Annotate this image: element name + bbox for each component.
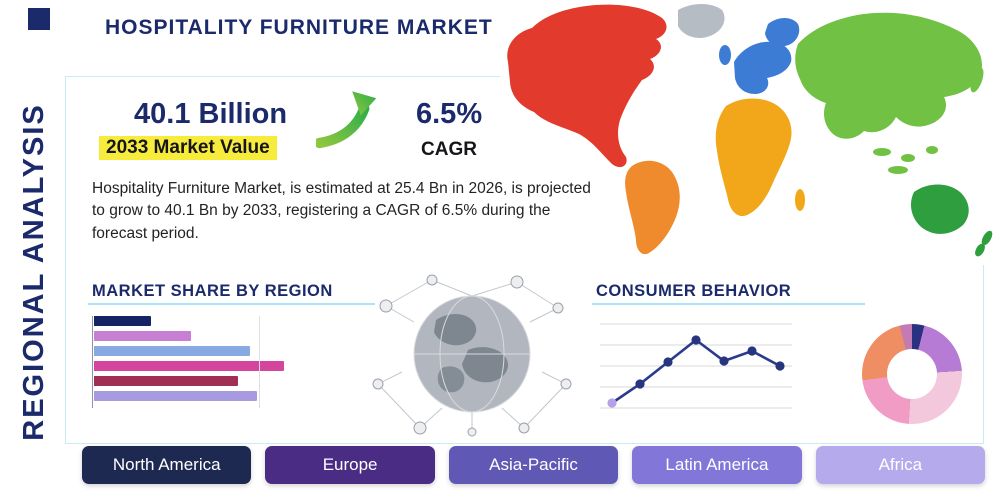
- line-chart-point-3: [663, 357, 673, 367]
- region-button-asia-pacific[interactable]: Asia-Pacific: [448, 446, 619, 484]
- consumer-behavior-heading: CONSUMER BEHAVIOR: [596, 282, 792, 300]
- consumer-behavior-line-chart: [600, 323, 792, 409]
- globe-landmass: [462, 347, 509, 383]
- line-chart-point-2: [635, 379, 645, 389]
- globe-landmass: [434, 314, 477, 346]
- market-share-bar-6: [94, 391, 257, 401]
- line-chart-point-6: [747, 346, 757, 356]
- map-europe: [734, 41, 792, 94]
- map-sulawesi: [926, 146, 938, 154]
- region-button-north-america[interactable]: North America: [82, 446, 252, 484]
- map-borneo: [901, 154, 915, 162]
- region-button-europe[interactable]: Europe: [265, 446, 435, 484]
- map-new-zealand-north: [981, 230, 993, 246]
- map-north-america: [507, 4, 667, 168]
- line-chart-point-1: [607, 398, 617, 408]
- region-buttons-row: North America Europe Asia-Pacific Latin Ame…: [82, 446, 986, 484]
- bar-chart-gridline: [259, 316, 260, 408]
- line-chart-point-4: [691, 335, 701, 345]
- corner-accent-square: [28, 8, 50, 30]
- map-australia: [910, 184, 969, 234]
- map-new-zealand-south: [975, 243, 985, 257]
- region-button-africa[interactable]: Africa: [815, 446, 986, 484]
- network-links: [377, 279, 567, 432]
- consumer-behavior-heading-rule: [592, 303, 865, 305]
- line-chart-point-5: [719, 356, 729, 366]
- line-chart-point-7: [775, 361, 785, 371]
- map-africa: [715, 98, 792, 217]
- market-share-bar-chart: [92, 316, 286, 408]
- market-value-stat: 40.1 Billion: [134, 98, 288, 130]
- globe-network-icon: [372, 274, 572, 437]
- market-description: Hospitality Furniture Market, is estimat…: [92, 180, 591, 242]
- network-nodes: [372, 274, 572, 437]
- cagr-label: CAGR: [421, 139, 477, 160]
- map-sumatra: [873, 148, 891, 156]
- map-south-america: [625, 160, 680, 255]
- market-share-bar-2: [94, 331, 191, 341]
- map-japan: [970, 67, 984, 93]
- market-share-heading-rule: [88, 303, 375, 305]
- region-button-latin-america[interactable]: Latin America: [632, 446, 802, 484]
- map-asia: [795, 12, 982, 139]
- page-title: HOSPITALITY FURNITURE MARKET: [105, 16, 493, 39]
- market-share-bar-4: [94, 361, 284, 371]
- cagr-stat: 6.5%: [416, 98, 483, 130]
- map-madagascar: [795, 189, 805, 211]
- map-scandinavia: [765, 18, 800, 47]
- map-british-isles: [719, 45, 731, 65]
- map-greenland: [678, 4, 725, 38]
- market-share-bar-3: [94, 346, 250, 356]
- map-java: [888, 166, 908, 174]
- side-label-regional-analysis: REGIONAL ANALYSIS: [18, 103, 50, 441]
- growth-arrow-icon: [316, 91, 377, 149]
- globe-landmass: [437, 366, 465, 393]
- regional-share-donut-chart: [862, 324, 962, 424]
- market-share-bar-5: [94, 376, 238, 386]
- market-value-label: 2033 Market Value: [99, 136, 277, 160]
- market-share-heading: MARKET SHARE BY REGION: [92, 282, 333, 300]
- world-map: [500, 0, 1000, 265]
- market-share-bar-1: [94, 316, 151, 326]
